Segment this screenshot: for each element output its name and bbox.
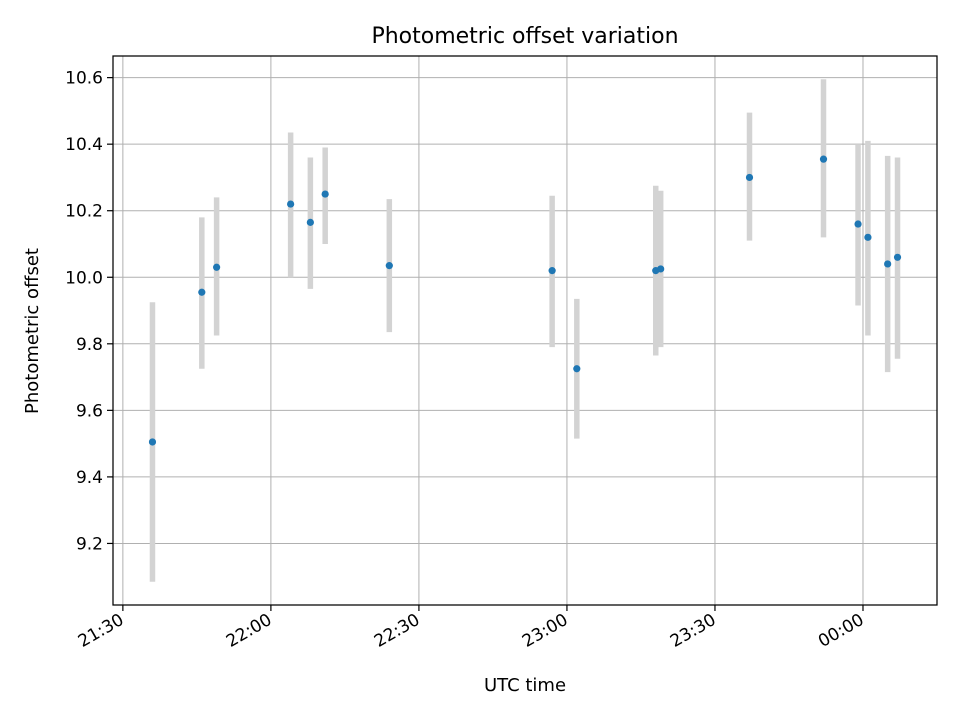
data-point xyxy=(819,155,828,163)
data-point xyxy=(657,265,665,273)
y-tick-label: 10.0 xyxy=(65,268,103,288)
grid xyxy=(113,56,937,605)
data-point xyxy=(864,233,872,241)
data-point xyxy=(548,267,556,275)
y-tick-label: 10.2 xyxy=(65,202,103,222)
y-tick-label: 9.2 xyxy=(76,534,103,554)
data-point xyxy=(385,262,393,270)
data-point xyxy=(287,200,295,208)
x-axis-label: UTC time xyxy=(484,675,566,696)
data-point xyxy=(884,260,892,268)
y-axis-ticks: 9.2 9.4 9.6 9.8 10.0 10.2 10.4 10.6 xyxy=(65,69,113,554)
y-tick-label: 10.6 xyxy=(65,69,103,89)
data-point xyxy=(213,263,221,271)
data-point xyxy=(306,218,314,226)
y-tick-label: 10.4 xyxy=(65,135,103,155)
chart-title: Photometric offset variation xyxy=(371,24,678,49)
data-points xyxy=(148,155,902,446)
data-point xyxy=(745,173,754,182)
y-tick-label: 9.8 xyxy=(76,335,103,355)
data-point xyxy=(854,220,862,228)
data-point xyxy=(198,288,206,296)
plot-frame xyxy=(112,55,938,606)
y-axis-label: Photometric offset xyxy=(22,248,43,414)
data-point xyxy=(148,438,157,446)
data-point xyxy=(321,190,329,198)
data-point xyxy=(573,365,581,373)
y-tick-label: 9.4 xyxy=(76,468,103,488)
y-tick-label: 9.6 xyxy=(76,401,103,421)
data-point xyxy=(893,253,902,261)
